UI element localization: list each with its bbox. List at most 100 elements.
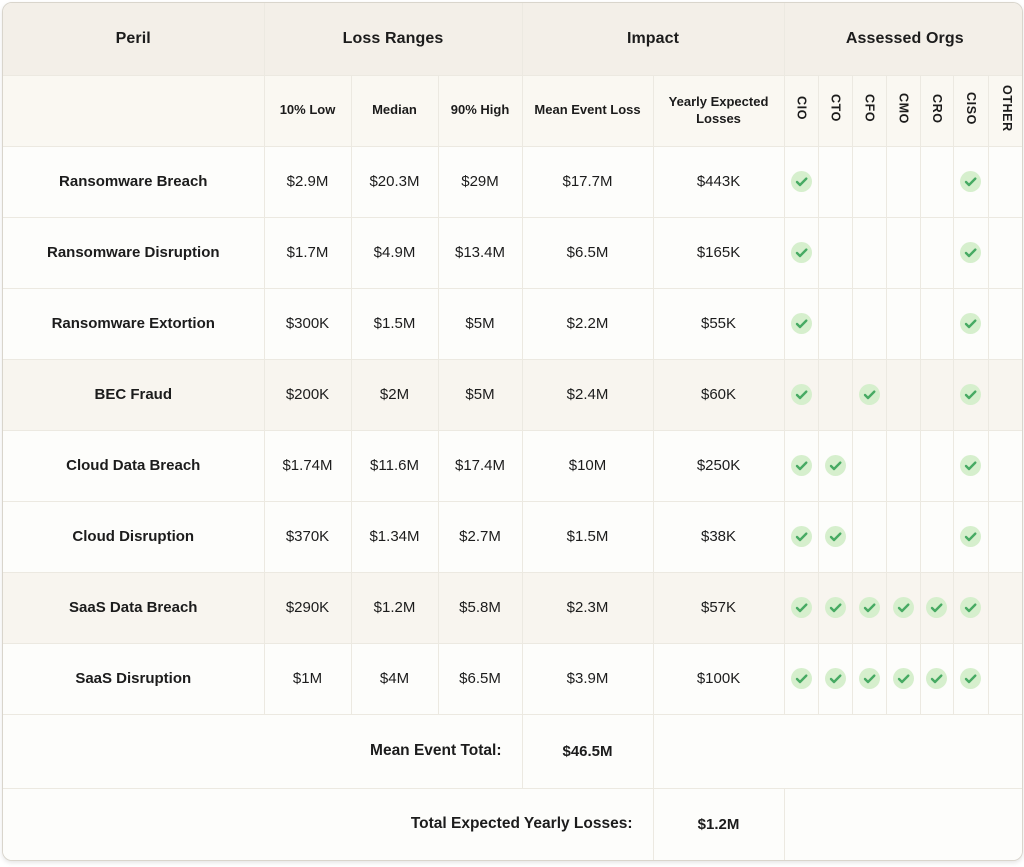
org-check-cell-cio: [783, 642, 819, 715]
checkmark-icon: [926, 597, 948, 618]
group-header-peril: Peril: [3, 3, 265, 76]
org-check-cell-cmo: [885, 287, 921, 360]
checkmark-icon: [824, 455, 846, 476]
low-cell: $200K: [263, 358, 352, 431]
mean-event-total-label: Mean Event Total:: [3, 713, 523, 789]
org-check-cell-other: [987, 216, 1022, 289]
mean-event-loss-cell: $2.3M: [521, 571, 654, 644]
checkmark-icon: [790, 526, 812, 547]
yearly-expected-losses-cell: $443K: [652, 145, 785, 218]
table-row: SaaS Data Breach $290K $1.2M $5.8M $2.3M $57K: [3, 571, 1022, 644]
org-check-cell-other: [987, 358, 1022, 431]
table-body: Ransomware Breach $2.9M $20.3M $29M $17.7M $4…: [3, 145, 1022, 715]
org-check-cell-ciso: [952, 642, 989, 715]
org-check-cell-cro: [919, 571, 954, 644]
yearly-expected-losses-cell: $165K: [652, 216, 785, 289]
checkmark-icon: [824, 597, 846, 618]
org-check-cell-cto: [817, 145, 853, 218]
peril-cell: Ransomware Breach: [3, 145, 265, 218]
footer-filler-cell: [652, 713, 1022, 789]
org-check-cell-cmo: [885, 358, 921, 431]
checkmark-icon: [790, 313, 812, 334]
org-check-cell-cro: [919, 358, 954, 431]
checkmark-icon: [960, 313, 982, 334]
org-check-cell-cto: [817, 358, 853, 431]
high-cell: $6.5M: [437, 642, 523, 715]
checkmark-icon: [858, 668, 880, 689]
median-cell: $4M: [350, 642, 439, 715]
org-label-cfo: CFO: [862, 94, 877, 123]
checkmark-icon: [858, 597, 880, 618]
table-row: Cloud Data Breach $1.74M $11.6M $17.4M $10M $…: [3, 429, 1022, 502]
peril-cell: Ransomware Extortion: [3, 287, 265, 360]
mean-event-total-row: Mean Event Total: $46.5M: [3, 713, 1022, 789]
table-row: BEC Fraud $200K $2M $5M $2.4M $60K: [3, 358, 1022, 431]
group-header-row: Peril Loss Ranges Impact Assessed Orgs: [3, 3, 1022, 76]
total-expected-yearly-losses-label: Total Expected Yearly Losses:: [3, 787, 654, 860]
org-check-cell-cto: [817, 500, 853, 573]
high-cell: $5M: [437, 287, 523, 360]
yearly-expected-losses-cell: $38K: [652, 500, 785, 573]
mean-event-loss-cell: $17.7M: [521, 145, 654, 218]
org-check-cell-cfo: [851, 642, 887, 715]
org-check-cell-other: [987, 571, 1022, 644]
high-cell: $29M: [437, 145, 523, 218]
checkmark-icon: [790, 384, 812, 405]
subheader-row: 10% Low Median 90% High Mean Event Loss …: [3, 74, 1022, 147]
org-label-cio: CIO: [794, 96, 809, 121]
high-cell: $5M: [437, 358, 523, 431]
org-check-cell-cro: [919, 429, 954, 502]
org-check-cell-cmo: [885, 642, 921, 715]
org-label-other: OTHER: [1000, 85, 1015, 132]
org-check-cell-cio: [783, 429, 819, 502]
org-check-cell-cio: [783, 358, 819, 431]
peril-loss-table: Peril Loss Ranges Impact Assessed Orgs 1…: [3, 3, 1022, 860]
checkmark-icon: [790, 171, 812, 192]
peril-cell: Ransomware Disruption: [3, 216, 265, 289]
org-check-cell-ciso: [952, 500, 989, 573]
subheader-org-cio: CIO: [783, 74, 819, 147]
checkmark-icon: [892, 668, 914, 689]
high-cell: $13.4M: [437, 216, 523, 289]
org-check-cell-ciso: [952, 287, 989, 360]
peril-cell: SaaS Disruption: [3, 642, 265, 715]
peril-cell: Cloud Disruption: [3, 500, 265, 573]
yearly-expected-losses-cell: $100K: [652, 642, 785, 715]
median-cell: $4.9M: [350, 216, 439, 289]
org-label-cro: CRO: [929, 93, 944, 124]
high-cell: $17.4M: [437, 429, 523, 502]
mean-event-loss-cell: $6.5M: [521, 216, 654, 289]
org-label-cmo: CMO: [896, 92, 911, 124]
peril-cell: BEC Fraud: [3, 358, 265, 431]
org-check-cell-ciso: [952, 145, 989, 218]
checkmark-icon: [960, 242, 982, 263]
mean-event-loss-cell: $10M: [521, 429, 654, 502]
table-row: Cloud Disruption $370K $1.34M $2.7M $1.5M $38…: [3, 500, 1022, 573]
checkmark-icon: [892, 597, 914, 618]
high-cell: $2.7M: [437, 500, 523, 573]
mean-event-total-value: $46.5M: [521, 713, 654, 789]
yearly-expected-losses-cell: $250K: [652, 429, 785, 502]
checkmark-icon: [790, 597, 812, 618]
org-check-cell-ciso: [952, 358, 989, 431]
checkmark-icon: [960, 455, 982, 476]
table-row: Ransomware Extortion $300K $1.5M $5M $2.2M $5…: [3, 287, 1022, 360]
org-check-cell-cro: [919, 642, 954, 715]
org-check-cell-ciso: [952, 429, 989, 502]
mean-event-loss-cell: $3.9M: [521, 642, 654, 715]
org-label-cto: CTO: [828, 94, 843, 123]
org-check-cell-other: [987, 287, 1022, 360]
org-check-cell-other: [987, 429, 1022, 502]
subheader-org-ciso: CISO: [952, 74, 989, 147]
checkmark-icon: [790, 668, 812, 689]
subheader-10-low: 10% Low: [263, 74, 352, 147]
subheader-peril-empty: [3, 74, 265, 147]
median-cell: $1.34M: [350, 500, 439, 573]
subheader-mean-event-loss: Mean Event Loss: [521, 74, 654, 147]
org-check-cell-cro: [919, 500, 954, 573]
org-check-cell-cmo: [885, 216, 921, 289]
low-cell: $300K: [263, 287, 352, 360]
checkmark-icon: [790, 242, 812, 263]
org-check-cell-other: [987, 145, 1022, 218]
